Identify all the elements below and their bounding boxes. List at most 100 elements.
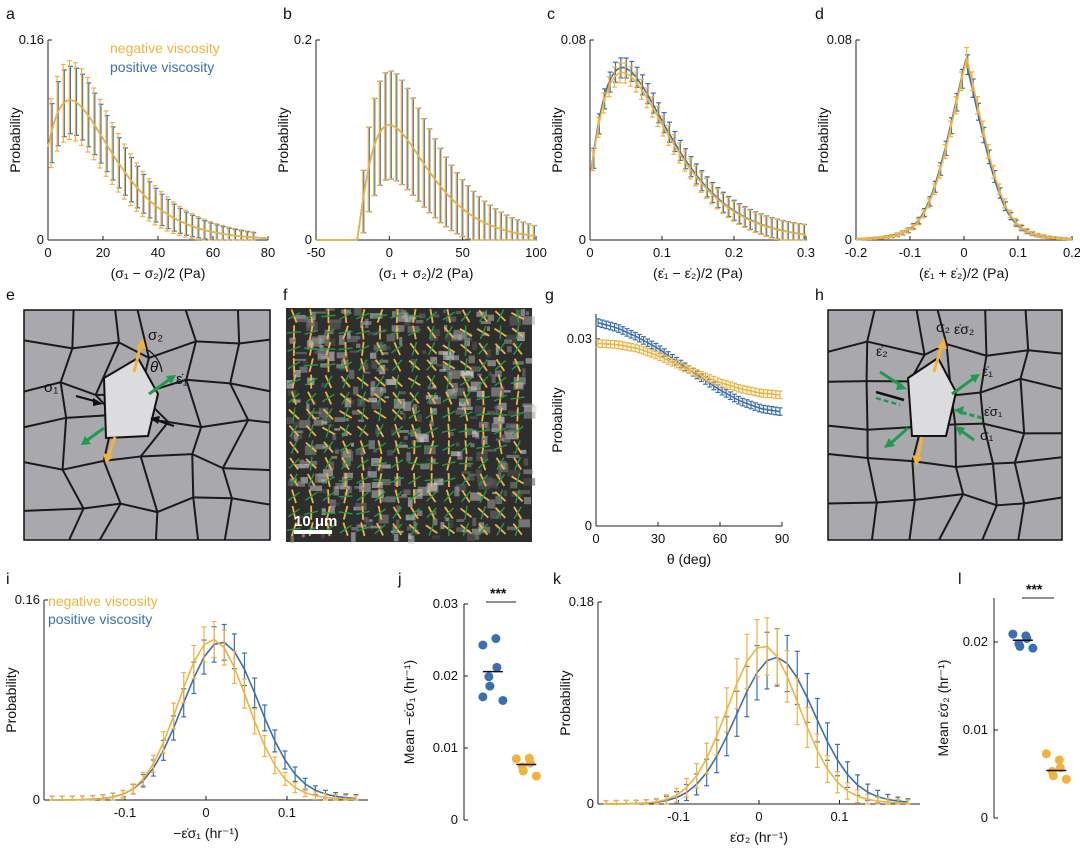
cell-edge <box>23 381 61 393</box>
sigma1-arrow-left-h <box>875 390 905 402</box>
central-cell-e <box>102 356 160 440</box>
texture-speck <box>468 456 473 461</box>
strain-orientation-stick <box>514 456 522 471</box>
sigma2-arrowhead-down-h <box>912 455 922 466</box>
strain-orientation-stick <box>425 311 438 321</box>
strain-orientation-stick <box>441 461 456 467</box>
texture-speck <box>324 342 331 346</box>
strain-orientation-stick <box>287 361 301 370</box>
legend-negative-a: negative viscosity <box>110 40 220 56</box>
texture-speck <box>476 451 488 461</box>
edot1-arrow-h <box>951 376 975 396</box>
strain-orientation-stick <box>377 358 383 373</box>
y-tick-label: 0.03 <box>567 331 592 346</box>
strain-orientation-stick <box>458 428 474 433</box>
texture-speck <box>523 478 536 486</box>
sigma2-arrow-up-e <box>132 343 143 373</box>
panel-label-h: h <box>815 287 824 304</box>
texture-speck <box>432 329 441 336</box>
cell-edge <box>68 508 85 541</box>
cell-edge <box>1017 503 1026 541</box>
texture-speck <box>294 434 299 442</box>
strain-orientation-stick <box>426 507 438 519</box>
strain-orientation-stick <box>305 392 317 404</box>
texture-speck <box>315 444 328 450</box>
edot2-arrowhead-h <box>896 381 907 390</box>
legend-positive-a: positive viscosity <box>110 59 214 75</box>
texture-speck <box>355 502 367 511</box>
strain-orientation-stick <box>442 311 456 321</box>
texture-speck <box>460 370 473 377</box>
texture-speck <box>505 334 516 343</box>
y-axis-label: Probability <box>815 107 831 172</box>
cell-edge <box>156 496 194 514</box>
edot-sig1-dashed-left-h <box>875 396 901 407</box>
strain-orientation-stick <box>480 505 487 520</box>
texture-speck <box>367 331 378 336</box>
strain-orientation-stick <box>392 359 403 371</box>
cell-edge <box>62 459 105 471</box>
cell-edge <box>60 381 96 396</box>
data-point <box>525 758 535 768</box>
x-tick-label: 60 <box>713 531 727 546</box>
cell-edge <box>912 460 957 469</box>
y-tick-label: 0 <box>305 232 312 247</box>
strain-orientation-stick <box>495 342 505 355</box>
texture-speck <box>403 435 408 440</box>
cell-edge <box>870 502 878 541</box>
strain-orientation-stick <box>375 375 385 388</box>
texture-speck <box>417 486 431 496</box>
texture-speck <box>320 529 325 539</box>
x-tick-label: 50 <box>455 245 469 260</box>
strain-orientation-stick <box>325 423 332 438</box>
texture-speck <box>432 518 438 526</box>
strain-orientation-stick <box>428 325 435 340</box>
texture-speck <box>503 390 511 393</box>
panel-label-b: b <box>283 6 292 23</box>
texture-speck <box>455 442 460 447</box>
texture-speck <box>311 336 320 344</box>
x-tick-label: -0.2 <box>845 245 867 260</box>
y-tick-label: 0.02 <box>963 634 988 649</box>
strain-orientation-stick <box>478 359 488 372</box>
texture-speck <box>360 363 369 370</box>
texture-speck <box>359 483 371 493</box>
y-tick-label: 0.02 <box>433 668 458 683</box>
strain-orientation-stick <box>373 508 387 518</box>
strain-orientation-stick <box>339 442 352 452</box>
data-point <box>478 640 488 650</box>
cell-edge <box>911 461 916 500</box>
strain-orientation-stick <box>359 391 367 405</box>
x-tick-label: 0 <box>592 531 599 546</box>
cell-edge <box>954 424 957 468</box>
sigma2-label-e: σ₂ <box>148 327 163 344</box>
strain-orientation-stick <box>393 407 401 421</box>
texture-speck <box>406 526 412 531</box>
texture-speck <box>492 394 504 397</box>
positive-viscosity-curve <box>47 99 269 240</box>
x-tick-label: 60 <box>206 245 220 260</box>
cell-edge <box>61 417 68 470</box>
strain-orientation-stick <box>390 313 405 319</box>
texture-speck <box>320 356 329 360</box>
sigma2-arrowhead-e <box>136 338 146 349</box>
texture-speck <box>458 402 466 407</box>
cell-edge <box>866 340 925 356</box>
texture-speck <box>386 378 397 385</box>
texture-speck <box>476 390 485 398</box>
texture-speck <box>447 366 455 371</box>
strain-orientation-stick <box>374 491 386 502</box>
strain-orientation-stick <box>460 310 472 322</box>
cell-edge <box>936 309 948 345</box>
y-axis-label: Probability <box>549 387 565 452</box>
texture-speck <box>480 321 492 325</box>
sigma2-arrowhead-h <box>937 338 947 349</box>
texture-speck <box>491 423 503 429</box>
edot-sig1-arrowhead-h <box>954 406 964 415</box>
cell-edge <box>59 348 74 383</box>
texture-speck <box>416 510 423 517</box>
strain-orientation-stick <box>304 311 318 321</box>
strain-orientation-stick <box>304 510 319 516</box>
strain-orientation-stick <box>460 490 472 503</box>
texture-speck <box>377 328 386 333</box>
